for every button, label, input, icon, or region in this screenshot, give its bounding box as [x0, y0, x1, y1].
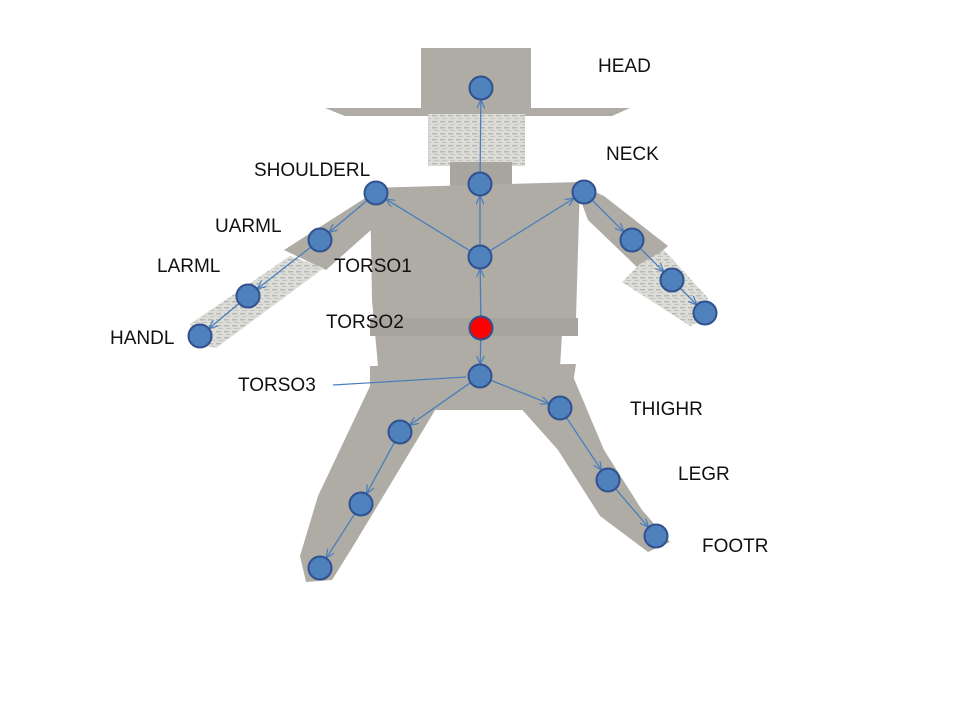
bone-larm_r-to-hand_r: [679, 287, 696, 304]
joint-larm-r[interactable]: [659, 267, 685, 293]
bone-leg_l-to-foot_l: [327, 513, 356, 558]
joint-larm-l[interactable]: [235, 283, 261, 309]
joint-uarm-r[interactable]: [619, 227, 645, 253]
bone-connections: [210, 100, 697, 557]
joint-neck[interactable]: [467, 171, 493, 197]
bone-thigh_r-to-leg_r: [565, 417, 601, 470]
face: [428, 114, 525, 166]
bone-neck-to-head: [480, 100, 481, 173]
label-leg-r: LEGR: [678, 464, 730, 485]
joint-hand-l[interactable]: [187, 323, 213, 349]
joint-leg-r[interactable]: [595, 467, 621, 493]
label-foot-r: FOOTR: [702, 536, 769, 557]
bone-shoulder_l-to-uarm_l: [330, 199, 368, 232]
bone-uarm_r-to-larm_r: [639, 247, 663, 271]
joint-uarm-l[interactable]: [307, 227, 333, 253]
joint-torso1[interactable]: [467, 244, 493, 270]
joint-shoulder-l[interactable]: [363, 180, 389, 206]
character-silhouette: [190, 48, 708, 582]
label-larm-l: LARML: [157, 256, 220, 277]
joint-shoulder-r[interactable]: [571, 179, 597, 205]
bone-thigh_l-to-leg_l: [367, 441, 396, 493]
joint-torso3[interactable]: [467, 363, 493, 389]
bone-torso1-to-shoulder_l: [387, 200, 471, 252]
joint-labels: HEAD NECK SHOULDERL UARML LARML HANDL TO…: [110, 56, 769, 557]
bone-leg_r-to-foot_r: [614, 488, 647, 527]
joint-head[interactable]: [468, 75, 494, 101]
bone-torso3-to-thigh_l: [410, 382, 471, 425]
bone-torso3-to-thigh_r: [490, 379, 549, 403]
label-head: HEAD: [598, 56, 651, 77]
label-uarm-l: UARML: [215, 216, 282, 237]
label-shoulder-l: SHOULDERL: [254, 160, 370, 181]
joint-foot-l[interactable]: [307, 555, 333, 581]
bone-larm_l-to-hand_l: [210, 302, 240, 328]
joint-hand-r[interactable]: [692, 300, 718, 326]
label-neck: NECK: [606, 144, 659, 165]
hat-brim: [325, 108, 630, 116]
bone-shoulder_r-to-uarm_r: [591, 199, 623, 231]
label-torso3: TORSO3: [238, 375, 316, 396]
joint-thigh-l[interactable]: [387, 419, 413, 445]
joint-leg-l[interactable]: [348, 491, 374, 517]
leg-left: [300, 382, 440, 582]
bone-torso2-to-torso3: [480, 339, 481, 363]
bone-uarm_l-to-larm_l: [258, 246, 312, 288]
label-torso2: TORSO2: [326, 312, 404, 333]
joint-thigh-r[interactable]: [547, 395, 573, 421]
label-torso1: TORSO1: [334, 256, 412, 277]
bone-torso1-to-shoulder_r: [489, 199, 574, 252]
bone-torso2-to-torso1: [480, 269, 481, 317]
label-hand-l: HANDL: [110, 328, 174, 349]
joint-foot-r[interactable]: [643, 523, 669, 549]
torso3-leader-line: [332, 376, 467, 386]
label-thigh-r: THIGHR: [630, 399, 703, 420]
joint-markers: [187, 75, 718, 581]
leg-right: [510, 374, 670, 552]
joint-torso2[interactable]: [468, 315, 494, 341]
